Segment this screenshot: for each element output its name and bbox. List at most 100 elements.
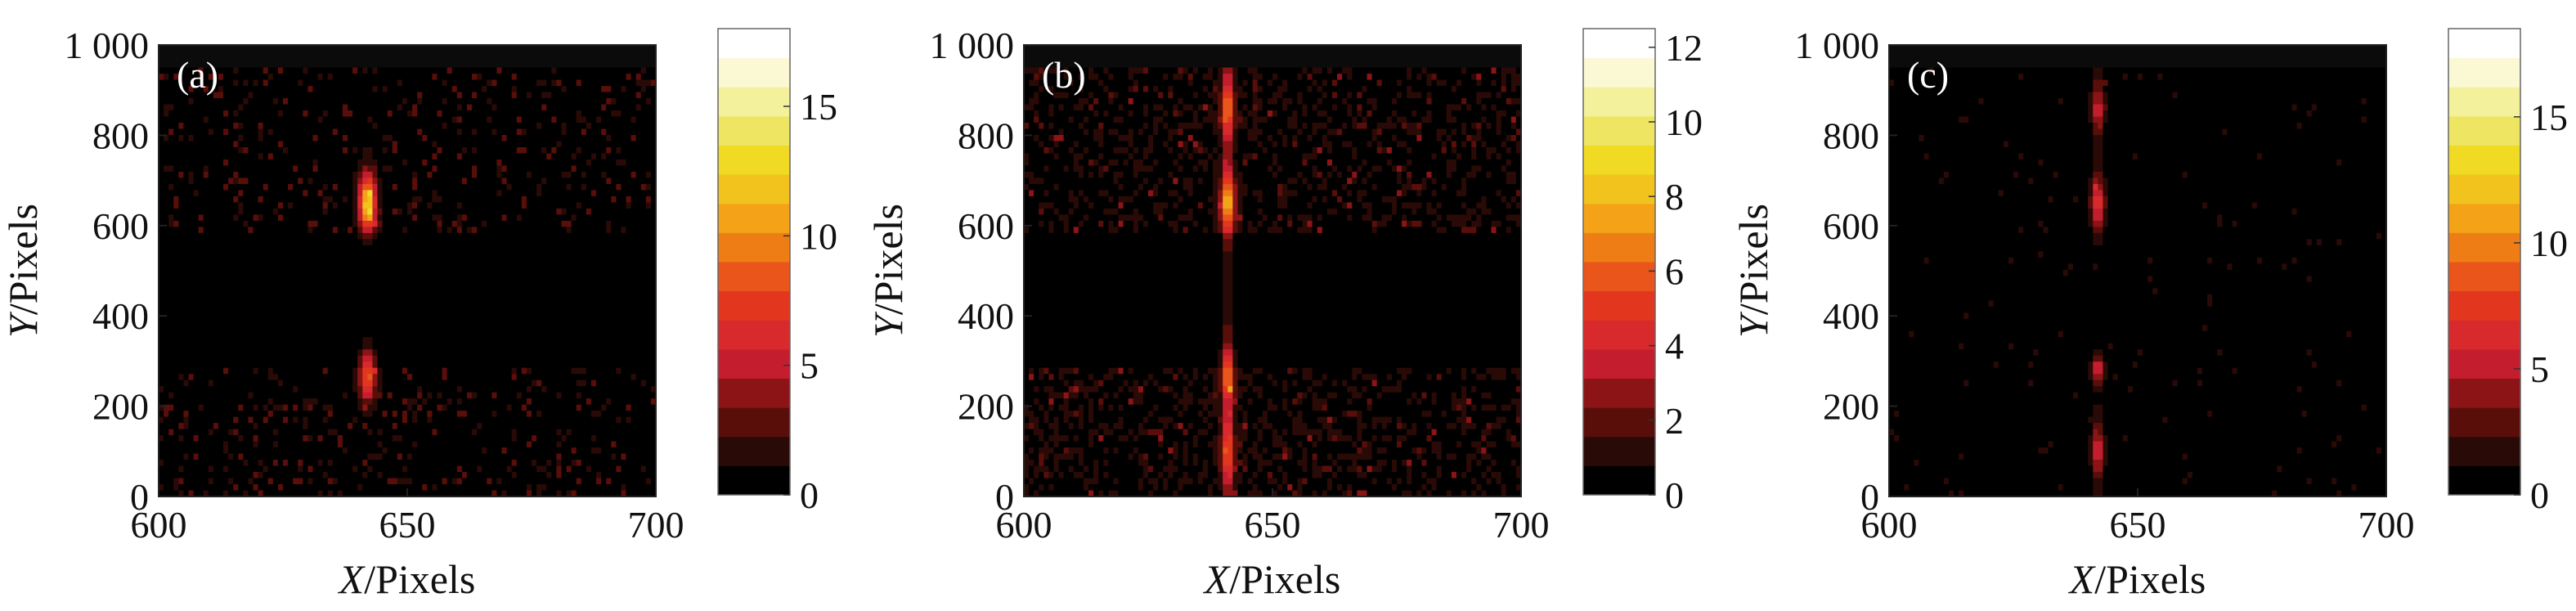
heatmap-cell — [631, 300, 637, 308]
heatmap-cell — [581, 349, 587, 357]
heatmap-cell — [223, 74, 229, 81]
heatmap-cell — [322, 312, 329, 320]
heatmap-cell — [491, 276, 498, 283]
heatmap-cell — [238, 355, 244, 362]
heatmap-cell — [303, 245, 308, 252]
heatmap-cell — [645, 104, 652, 111]
heatmap-cell — [487, 330, 492, 338]
heatmap-cell — [238, 67, 244, 74]
heatmap-cell — [303, 227, 308, 234]
heatmap-cell — [223, 251, 229, 258]
heatmap-cell — [228, 337, 234, 344]
heatmap-cell — [451, 294, 458, 301]
heatmap-cell — [631, 325, 637, 332]
heatmap-cell — [590, 220, 597, 227]
heatmap-cell — [372, 245, 379, 252]
heatmap-cell — [422, 190, 428, 197]
heatmap-cell — [348, 325, 353, 332]
heatmap-cell — [322, 92, 329, 99]
heatmap-cell — [417, 330, 423, 338]
heatmap-cell — [621, 208, 627, 215]
heatmap-cell — [248, 74, 254, 81]
heatmap-cell — [472, 110, 478, 118]
heatmap-cell — [312, 367, 319, 375]
heatmap-cell — [650, 165, 657, 173]
heatmap-cell — [372, 269, 379, 276]
heatmap-cell — [228, 98, 234, 106]
heatmap-cell — [402, 214, 408, 222]
heatmap-cell — [218, 153, 224, 160]
heatmap-cell — [243, 159, 249, 167]
heatmap-cell — [532, 190, 537, 197]
heatmap-cell — [288, 227, 294, 234]
heatmap-cell — [293, 355, 298, 362]
heatmap-cell — [367, 269, 374, 276]
heatmap-cell — [532, 239, 537, 246]
heatmap-cell — [427, 79, 433, 87]
heatmap-cell — [417, 146, 423, 155]
heatmap-cell — [402, 208, 408, 215]
heatmap-cell — [645, 232, 652, 240]
heatmap-cell — [472, 104, 478, 111]
heatmap-cell — [178, 362, 184, 369]
heatmap-cell — [466, 330, 473, 338]
heatmap-cell — [461, 251, 468, 258]
heatmap-cell — [362, 92, 368, 99]
heatmap-cell — [412, 367, 418, 375]
heatmap-cell — [590, 263, 597, 271]
heatmap-cell — [253, 325, 259, 332]
heatmap-cell — [526, 190, 532, 197]
heatmap-cell — [327, 202, 334, 209]
heatmap-cell — [491, 349, 498, 357]
heatmap-cell — [332, 183, 339, 191]
heatmap-cell — [556, 190, 563, 197]
heatmap-cell — [288, 195, 294, 204]
heatmap-cell — [218, 116, 224, 124]
heatmap-cell — [213, 171, 219, 179]
heatmap-cell — [164, 318, 169, 326]
heatmap-cell — [377, 153, 384, 160]
heatmap-cell — [312, 362, 319, 369]
heatmap-cell — [173, 116, 179, 124]
heatmap-cell — [586, 318, 592, 326]
heatmap-cell — [377, 116, 384, 124]
heatmap-cell — [442, 208, 448, 215]
heatmap-cell — [571, 281, 577, 289]
heatmap-cell — [188, 367, 195, 375]
heatmap-cell — [590, 312, 597, 320]
heatmap-cell — [640, 276, 647, 283]
heatmap-cell — [606, 294, 612, 301]
heatmap-cell — [382, 141, 388, 148]
heatmap-cell — [472, 318, 478, 326]
heatmap-cell — [173, 269, 179, 276]
heatmap-cell — [640, 116, 647, 124]
heatmap-cell — [491, 325, 498, 332]
heatmap-cell — [566, 79, 572, 87]
heatmap-cell — [208, 263, 214, 271]
heatmap-cell — [193, 276, 200, 283]
heatmap-cell — [491, 355, 498, 362]
heatmap-cell — [472, 306, 478, 313]
heatmap-cell — [640, 98, 647, 106]
heatmap-cell — [635, 257, 642, 264]
heatmap-cell — [357, 300, 363, 308]
heatmap-cell — [437, 128, 443, 136]
heatmap-cell — [253, 171, 259, 179]
heatmap-cell — [422, 300, 428, 308]
heatmap-cell — [526, 67, 532, 74]
heatmap-cell — [496, 190, 503, 197]
heatmap-cell — [303, 141, 308, 148]
heatmap-cell — [437, 92, 443, 99]
heatmap-cell — [501, 318, 508, 326]
heatmap-cell — [536, 135, 542, 142]
heatmap-cell — [521, 195, 527, 204]
heatmap-cell — [536, 257, 542, 264]
heatmap-cell — [188, 67, 195, 74]
heatmap-cell — [506, 263, 513, 271]
heatmap-cell — [367, 288, 374, 295]
heatmap-cell — [263, 239, 269, 246]
heatmap-cell — [621, 306, 627, 313]
heatmap-cell — [581, 227, 587, 234]
heatmap-cell — [352, 306, 358, 313]
heatmap-cell — [164, 135, 169, 142]
